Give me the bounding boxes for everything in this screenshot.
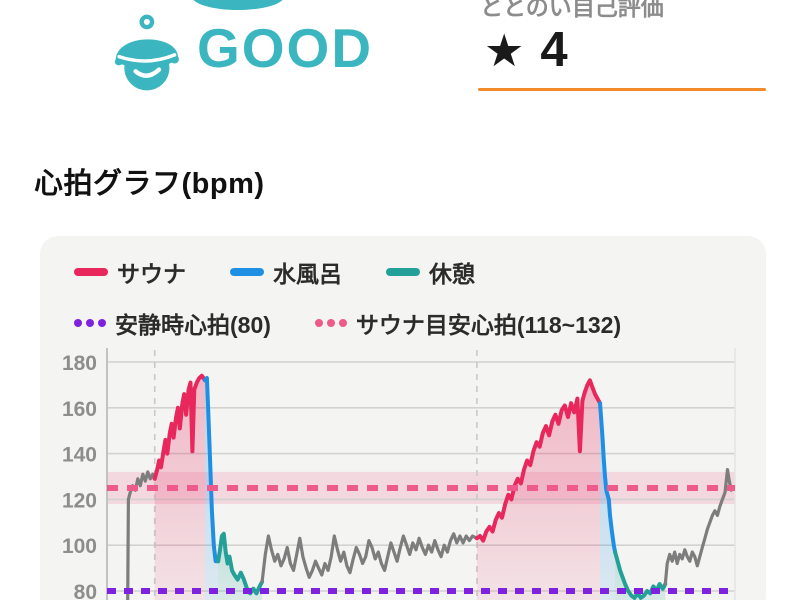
y-tick-label-80: 80 — [74, 581, 97, 600]
legend-item-resting_line: 安静時心拍(80) — [74, 306, 271, 340]
rating-underline — [478, 88, 766, 91]
dot — [86, 319, 94, 327]
rating-value: 4 — [540, 23, 568, 77]
dot — [338, 319, 347, 327]
sauna-heart-rate-line — [152, 373, 207, 481]
gauge-arc-bottom — [192, 0, 284, 10]
star-icon: ★ — [484, 25, 525, 76]
legend-row-reference: 安静時心拍(80) サウナ目安心拍(118~132) — [74, 306, 665, 340]
dot — [326, 319, 335, 327]
gray-heart-rate-line — [126, 470, 157, 600]
gray-heart-rate-line — [260, 532, 479, 584]
dot — [314, 319, 323, 327]
sauna-area-fill — [476, 380, 600, 600]
heart-rate-chart-panel: サウナ 水風呂 休憩 安静時心拍(80) サウナ目安心拍(118~132) 180 16… — [40, 236, 766, 600]
rating-title: ととのい自己評価 — [480, 0, 664, 20]
sauna-line-swatch — [74, 268, 108, 276]
chart-legend: サウナ 水風呂 休憩 安静時心拍(80) サウナ目安心拍(118~132) — [74, 255, 665, 357]
legend-label: 休憩 — [429, 261, 475, 287]
rest-area-fill — [218, 533, 263, 600]
legend-item-water: 水風呂 — [230, 255, 342, 289]
rest-line-swatch — [386, 268, 420, 276]
legend-item-target_line: サウナ目安心拍(118~132) — [314, 306, 622, 340]
legend-row-series: サウナ 水風呂 休憩 — [74, 255, 665, 289]
legend-label: サウナ目安心拍(118~132) — [355, 312, 622, 338]
rating-row: ★ 4 — [484, 26, 568, 75]
legend-item-sauna: サウナ — [74, 255, 186, 289]
rest-heart-rate-line — [216, 531, 265, 596]
water-line-swatch — [230, 268, 264, 276]
water-heart-rate-line — [203, 376, 221, 564]
y-tick-label-120: 120 — [62, 489, 97, 512]
legend-label: 安静時心拍(80) — [115, 312, 271, 338]
resting_line-dots-swatch — [74, 319, 106, 327]
legend-label: サウナ — [117, 261, 186, 287]
target_line-dots-swatch — [314, 319, 347, 327]
legend-item-rest: 休憩 — [386, 255, 475, 289]
sauna-area-fill — [154, 375, 205, 600]
water-heart-rate-line — [598, 401, 618, 555]
y-tick-label-180: 180 — [62, 352, 97, 375]
y-tick-label-160: 160 — [62, 398, 97, 421]
legend-label: 水風呂 — [273, 261, 342, 287]
heart-rate-line-chart: 180 160 140 120 100 80 — [62, 348, 736, 600]
heart-rate-section-title: 心拍グラフ(bpm) — [34, 168, 265, 200]
dot — [74, 319, 82, 327]
y-tick-label-100: 100 — [62, 535, 97, 558]
dot — [98, 319, 106, 327]
y-tick-label-140: 140 — [62, 444, 97, 467]
gray-heart-rate-line — [663, 468, 733, 586]
sauna-hat-face-icon — [114, 14, 179, 91]
condition-badge-label: GOOD — [197, 17, 374, 79]
sauna-heart-rate-line — [474, 378, 602, 543]
